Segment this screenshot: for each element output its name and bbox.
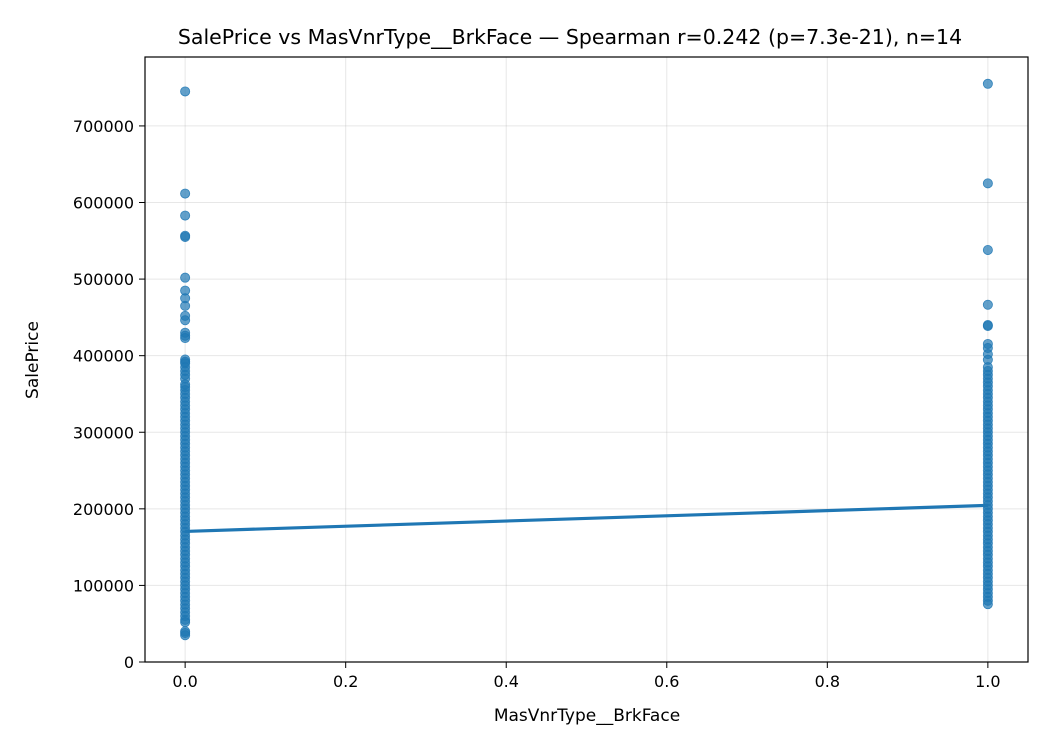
y-axis-label: SalePrice <box>23 321 43 399</box>
y-tick-label-1: 100000 <box>73 576 134 595</box>
plot-area-frame <box>144 56 1029 663</box>
data-point-0-4 <box>180 231 191 242</box>
y-tick-label-6: 600000 <box>73 194 134 213</box>
data-point-0-1 <box>180 188 191 199</box>
data-point-0-5 <box>180 272 191 283</box>
x-axis-ticks: 0.0 0.2 0.4 0.6 0.8 1.0 <box>172 662 1001 691</box>
x-tick-label-5: 1.0 <box>975 672 1000 691</box>
x-tick-label-3: 0.6 <box>654 672 679 691</box>
data-point-0-13 <box>180 333 191 344</box>
y-tick-label-5: 500000 <box>73 270 134 289</box>
data-point-0-87 <box>180 630 191 641</box>
chart-title: SalePrice vs MasVnrType__BrkFace — Spear… <box>178 25 962 50</box>
y-tick-label-7: 700000 <box>73 117 134 136</box>
x-tick-label-1: 0.2 <box>333 672 358 691</box>
regression-line <box>185 503 988 534</box>
y-tick-label-0: 0 <box>124 653 134 672</box>
x-tick-label-0: 0.0 <box>172 672 197 691</box>
data-point-1-1 <box>982 178 993 189</box>
data-point-0-0 <box>180 86 191 97</box>
y-axis-ticks: 0 100000 200000 300000 400000 500000 600000 700… <box>73 117 145 672</box>
data-point-1-72 <box>982 599 993 610</box>
x-axis-label: MasVnrType__BrkFace <box>494 706 680 726</box>
y-tick-label-3: 300000 <box>73 423 134 442</box>
regression-line-group <box>185 503 988 534</box>
y-tick-label-2: 200000 <box>73 500 134 519</box>
x-tick-label-4: 0.8 <box>815 672 840 691</box>
data-point-0-8 <box>180 300 191 311</box>
data-point-1-2 <box>982 244 993 255</box>
data-point-1-5 <box>982 320 993 331</box>
x-tick-label-2: 0.4 <box>494 672 519 691</box>
data-point-0-10 <box>180 315 191 326</box>
data-points <box>180 78 993 641</box>
y-tick-label-4: 400000 <box>73 347 134 366</box>
data-point-0-2 <box>180 210 191 221</box>
data-point-1-3 <box>982 299 993 310</box>
data-point-1-0 <box>982 78 993 89</box>
data-point-0-84 <box>180 617 191 628</box>
